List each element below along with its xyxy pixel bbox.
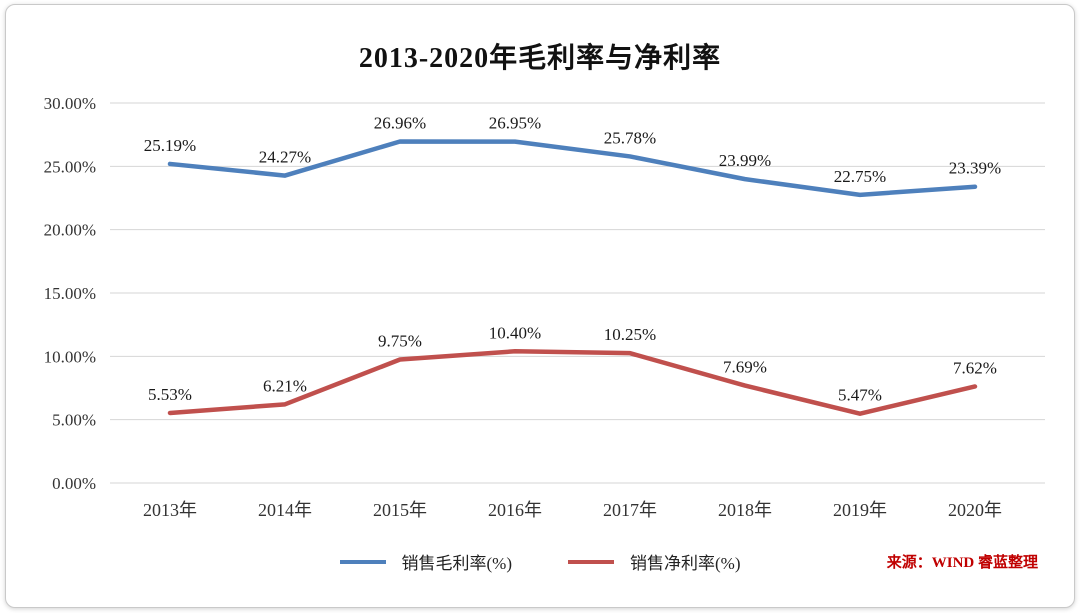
x-tick-label: 2017年: [603, 500, 657, 520]
data-label: 26.95%: [489, 114, 541, 133]
data-label: 25.19%: [144, 136, 196, 155]
data-label: 7.69%: [723, 358, 767, 377]
y-tick-label: 15.00%: [44, 284, 96, 303]
data-label: 5.53%: [148, 385, 192, 404]
data-label: 6.21%: [263, 376, 307, 395]
legend-label-net-margin: 销售净利率(%): [630, 554, 741, 573]
data-label: 23.39%: [949, 159, 1001, 178]
data-label: 25.78%: [604, 128, 656, 147]
chart-title: 2013-2020年毛利率与净利率: [358, 43, 722, 74]
data-label: 22.75%: [834, 167, 886, 186]
legend-item-net-margin: 销售净利率(%): [568, 549, 740, 574]
data-label: 9.75%: [378, 332, 422, 351]
legend-item-gross-margin: 销售毛利率(%): [339, 549, 512, 574]
data-label: 7.62%: [953, 358, 997, 377]
x-tick-label: 2019年: [833, 500, 887, 520]
x-tick-label: 2018年: [718, 500, 772, 520]
y-tick-label: 5.00%: [52, 411, 96, 430]
legend-swatch-net-margin: [568, 559, 614, 564]
y-tick-label: 30.00%: [44, 94, 96, 113]
y-tick-label: 25.00%: [44, 157, 96, 176]
x-tick-label: 2020年: [948, 500, 1002, 520]
legend-label-gross-margin: 销售毛利率(%): [401, 554, 512, 573]
source-note: 来源：WIND 睿蓝整理: [886, 555, 1038, 571]
card-border: [5, 4, 1075, 608]
y-tick-label: 0.00%: [52, 474, 96, 493]
data-label: 23.99%: [719, 151, 771, 170]
x-tick-label: 2016年: [488, 500, 542, 520]
x-tick-label: 2013年: [143, 500, 197, 520]
chart-legend: 销售毛利率(%) 销售净利率(%): [0, 549, 1080, 574]
x-tick-label: 2014年: [258, 500, 312, 520]
series-line-1: [167, 349, 978, 416]
x-tick-label: 2015年: [373, 500, 427, 520]
data-label: 24.27%: [259, 148, 311, 167]
y-tick-label: 10.00%: [44, 347, 96, 366]
data-label: 10.40%: [489, 323, 541, 342]
y-tick-label: 20.00%: [44, 221, 96, 240]
legend-swatch-gross-margin: [339, 559, 386, 564]
data-label: 10.25%: [604, 325, 656, 344]
data-label: 5.47%: [838, 386, 882, 405]
series-line-0: [167, 139, 978, 198]
data-label: 26.96%: [374, 114, 426, 133]
